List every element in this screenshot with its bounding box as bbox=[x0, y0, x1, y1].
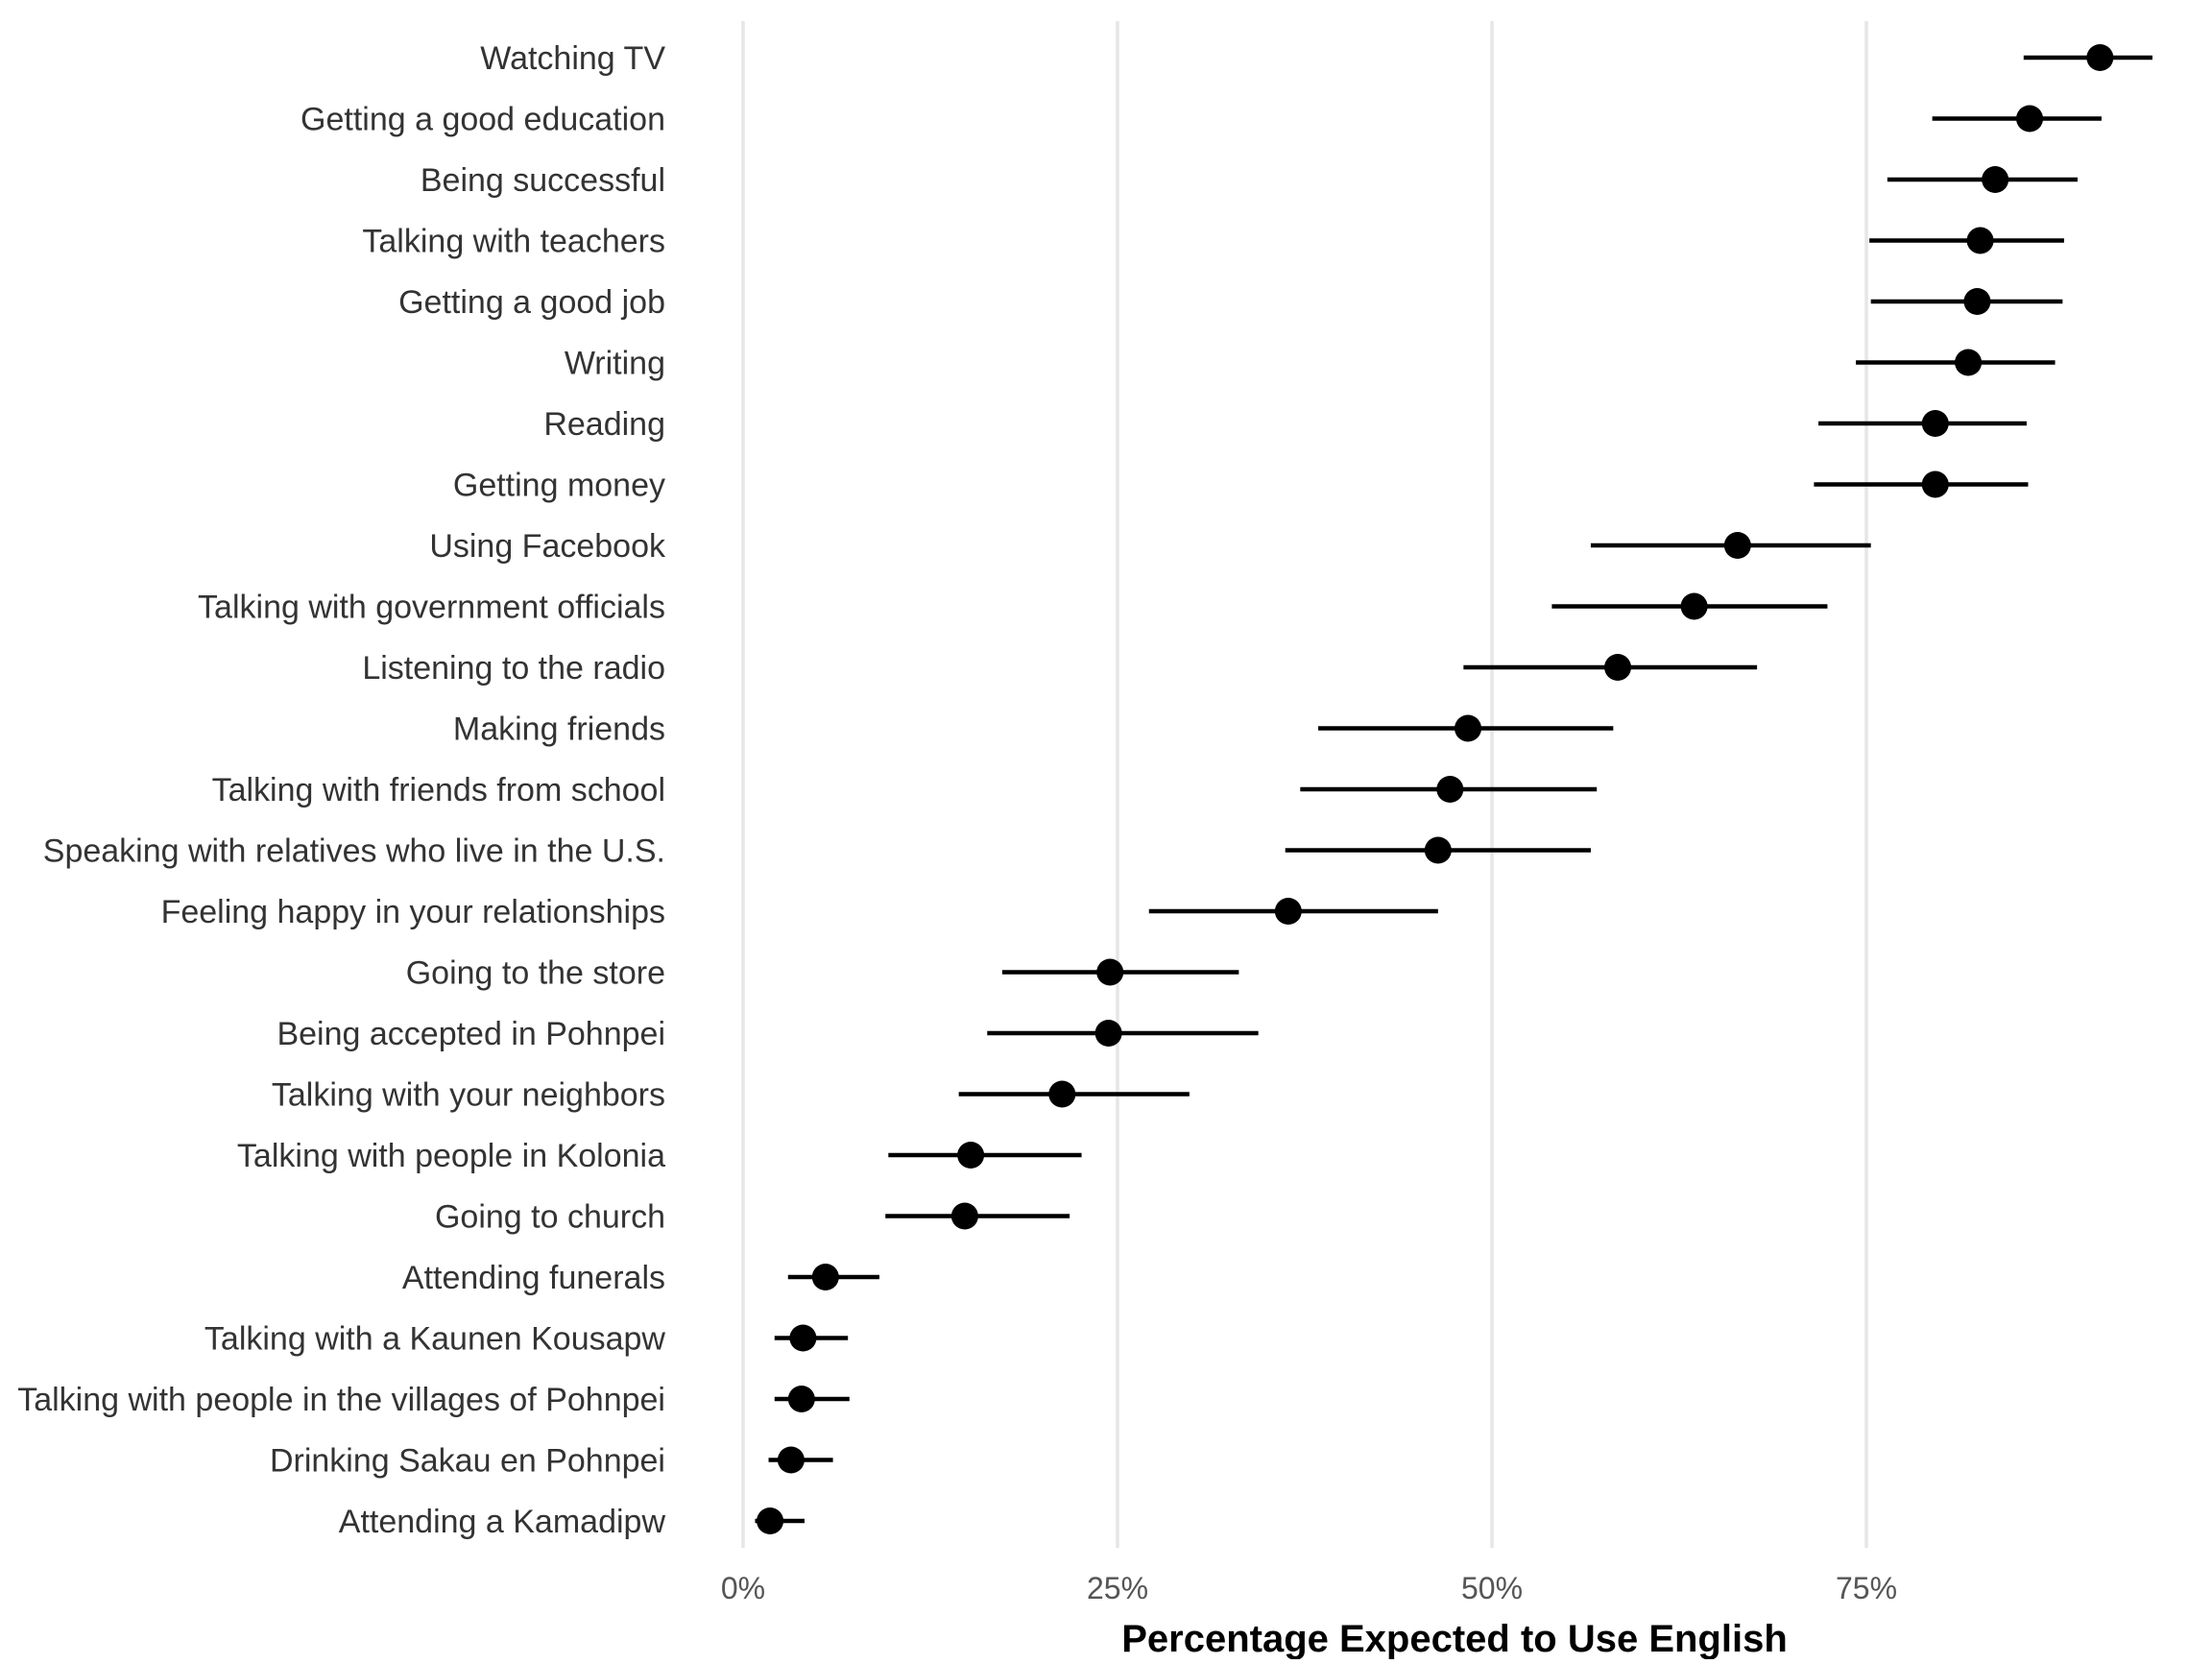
category-label: Talking with your neighbors bbox=[272, 1077, 665, 1114]
data-point bbox=[787, 1386, 815, 1412]
data-point bbox=[2086, 44, 2114, 71]
category-label: Using Facebook bbox=[429, 528, 666, 565]
category-label: Getting a good education bbox=[301, 102, 665, 138]
category-label: Talking with teachers bbox=[362, 224, 665, 260]
category-label: Talking with friends from school bbox=[212, 772, 665, 808]
data-point bbox=[1455, 714, 1482, 742]
data-point bbox=[789, 1324, 817, 1352]
category-label: Getting a good job bbox=[398, 284, 665, 321]
gridlines bbox=[741, 21, 1868, 1548]
data-point bbox=[950, 1202, 978, 1230]
x-tick-label: 25% bbox=[1087, 1571, 1148, 1605]
category-label: Talking with a Kaunen Kousapw bbox=[204, 1321, 666, 1358]
category-label: Drinking Sakau en Pohnpei bbox=[270, 1443, 665, 1480]
category-label: Feeling happy in your relationships bbox=[161, 894, 665, 930]
category-label: Watching TV bbox=[480, 40, 665, 77]
data-point bbox=[757, 1507, 784, 1534]
data-point bbox=[1604, 654, 1632, 681]
data-point bbox=[1424, 836, 1452, 864]
data-point bbox=[957, 1142, 985, 1169]
data-point bbox=[1921, 470, 1949, 498]
category-label: Reading bbox=[543, 406, 665, 443]
data-point bbox=[1966, 227, 1994, 254]
category-label: Attending funerals bbox=[402, 1260, 665, 1296]
data-point bbox=[1982, 166, 2009, 193]
category-label: Talking with government officials bbox=[198, 590, 665, 626]
data-point bbox=[1680, 592, 1708, 620]
x-tick-label: 75% bbox=[1836, 1571, 1897, 1605]
data-point bbox=[1094, 1020, 1122, 1047]
category-label: Writing bbox=[565, 346, 665, 382]
category-label: Listening to the radio bbox=[362, 650, 665, 687]
data-point bbox=[1723, 532, 1751, 559]
point-estimates bbox=[757, 44, 2114, 1534]
data-point bbox=[1921, 410, 1949, 437]
category-label: Making friends bbox=[453, 711, 665, 748]
category-label: Going to church bbox=[435, 1199, 665, 1236]
data-point bbox=[1096, 958, 1124, 986]
data-point bbox=[2016, 105, 2044, 133]
category-label: Talking with people in Kolonia bbox=[237, 1138, 665, 1174]
category-label: Going to the store bbox=[406, 955, 665, 992]
data-point bbox=[1955, 349, 1983, 376]
x-tick-label: 50% bbox=[1461, 1571, 1523, 1605]
data-point bbox=[1436, 776, 1464, 803]
data-point bbox=[1274, 898, 1302, 925]
category-labels: Watching TV Getting a good education Being… bbox=[17, 40, 666, 1540]
category-label: Attending a Kamadipw bbox=[339, 1504, 666, 1540]
category-label: Talking with people in the villages of P… bbox=[17, 1382, 665, 1418]
x-tick-label: 0% bbox=[721, 1571, 765, 1605]
data-point bbox=[1048, 1080, 1076, 1108]
category-label: Speaking with relatives who live in the … bbox=[43, 833, 665, 870]
category-label: Getting money bbox=[453, 468, 665, 504]
data-point bbox=[1963, 288, 1991, 315]
data-point bbox=[811, 1264, 839, 1290]
category-label: Being successful bbox=[421, 162, 665, 199]
data-point bbox=[777, 1446, 805, 1474]
x-axis-ticks: 0% 25% 50% 75% bbox=[721, 1571, 1897, 1605]
category-label: Being accepted in Pohnpei bbox=[276, 1016, 665, 1052]
x-axis-title: Percentage Expected to Use English bbox=[1121, 1618, 1788, 1659]
